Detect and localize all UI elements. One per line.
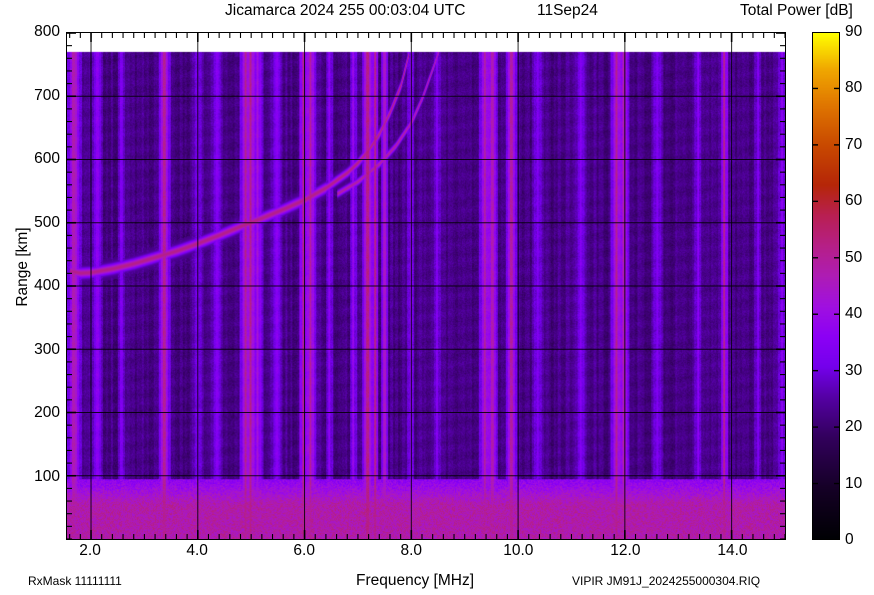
x-axis-tick-label: 8.0 bbox=[400, 542, 423, 559]
x-axis-label: Frequency [MHz] bbox=[356, 572, 475, 589]
title-row: Jicamarca 2024 255 00:03:04 UTC 11Sep24 … bbox=[0, 2, 874, 24]
colorbar-tick-label: 20 bbox=[845, 418, 863, 436]
x-axis-tick-label: 6.0 bbox=[293, 542, 315, 559]
y-axis-tick-label: 700 bbox=[34, 86, 60, 104]
y-axis: Range [km] 100 200 300 400 500 600 700 800 bbox=[0, 0, 60, 595]
y-axis-tick-label: 800 bbox=[34, 23, 60, 40]
y-axis-tick-label: 100 bbox=[34, 467, 60, 485]
y-axis-tick-label: 300 bbox=[34, 340, 60, 358]
colorbar-tick-label: 10 bbox=[845, 474, 863, 492]
x-axis-tick-label: 12.0 bbox=[610, 542, 641, 559]
colorbar[interactable] bbox=[812, 32, 840, 540]
colorbar-tick-label: 60 bbox=[845, 192, 863, 210]
page-title: Jicamarca 2024 255 00:03:04 UTC bbox=[225, 2, 466, 19]
y-axis-tick-label: 500 bbox=[34, 213, 60, 231]
rxmask-annotation: RxMask 11111111 bbox=[28, 574, 122, 588]
colorbar-gradient bbox=[813, 33, 839, 539]
colorbar-title: Total Power [dB] bbox=[740, 2, 853, 19]
x-axis-tick-label: 10.0 bbox=[503, 542, 534, 559]
colorbar-tick-label: 40 bbox=[845, 305, 863, 323]
x-axis-tick-label: 14.0 bbox=[717, 542, 748, 559]
y-axis-tick-label: 400 bbox=[34, 277, 60, 294]
colorbar-tick-label: 0 bbox=[845, 531, 854, 548]
x-axis-tick-label: 2.0 bbox=[79, 542, 101, 559]
colorbar-tick-label: 90 bbox=[845, 23, 863, 40]
y-axis-tick-label: 200 bbox=[34, 404, 60, 421]
colorbar-tick-label: 30 bbox=[845, 361, 863, 379]
file-info-annotation: VIPIR JM91J_2024255000304.RIQ bbox=[572, 574, 761, 588]
x-axis-tick-label: 4.0 bbox=[186, 542, 208, 559]
ionogram-plot-area[interactable] bbox=[66, 32, 786, 540]
title-date: 11Sep24 bbox=[537, 2, 598, 19]
ionogram-canvas bbox=[67, 33, 785, 539]
y-axis-tick-label: 600 bbox=[34, 150, 60, 167]
colorbar-tick-label: 50 bbox=[845, 248, 863, 266]
colorbar-tick-label: 70 bbox=[845, 135, 863, 153]
colorbar-tick-label: 80 bbox=[845, 79, 863, 97]
